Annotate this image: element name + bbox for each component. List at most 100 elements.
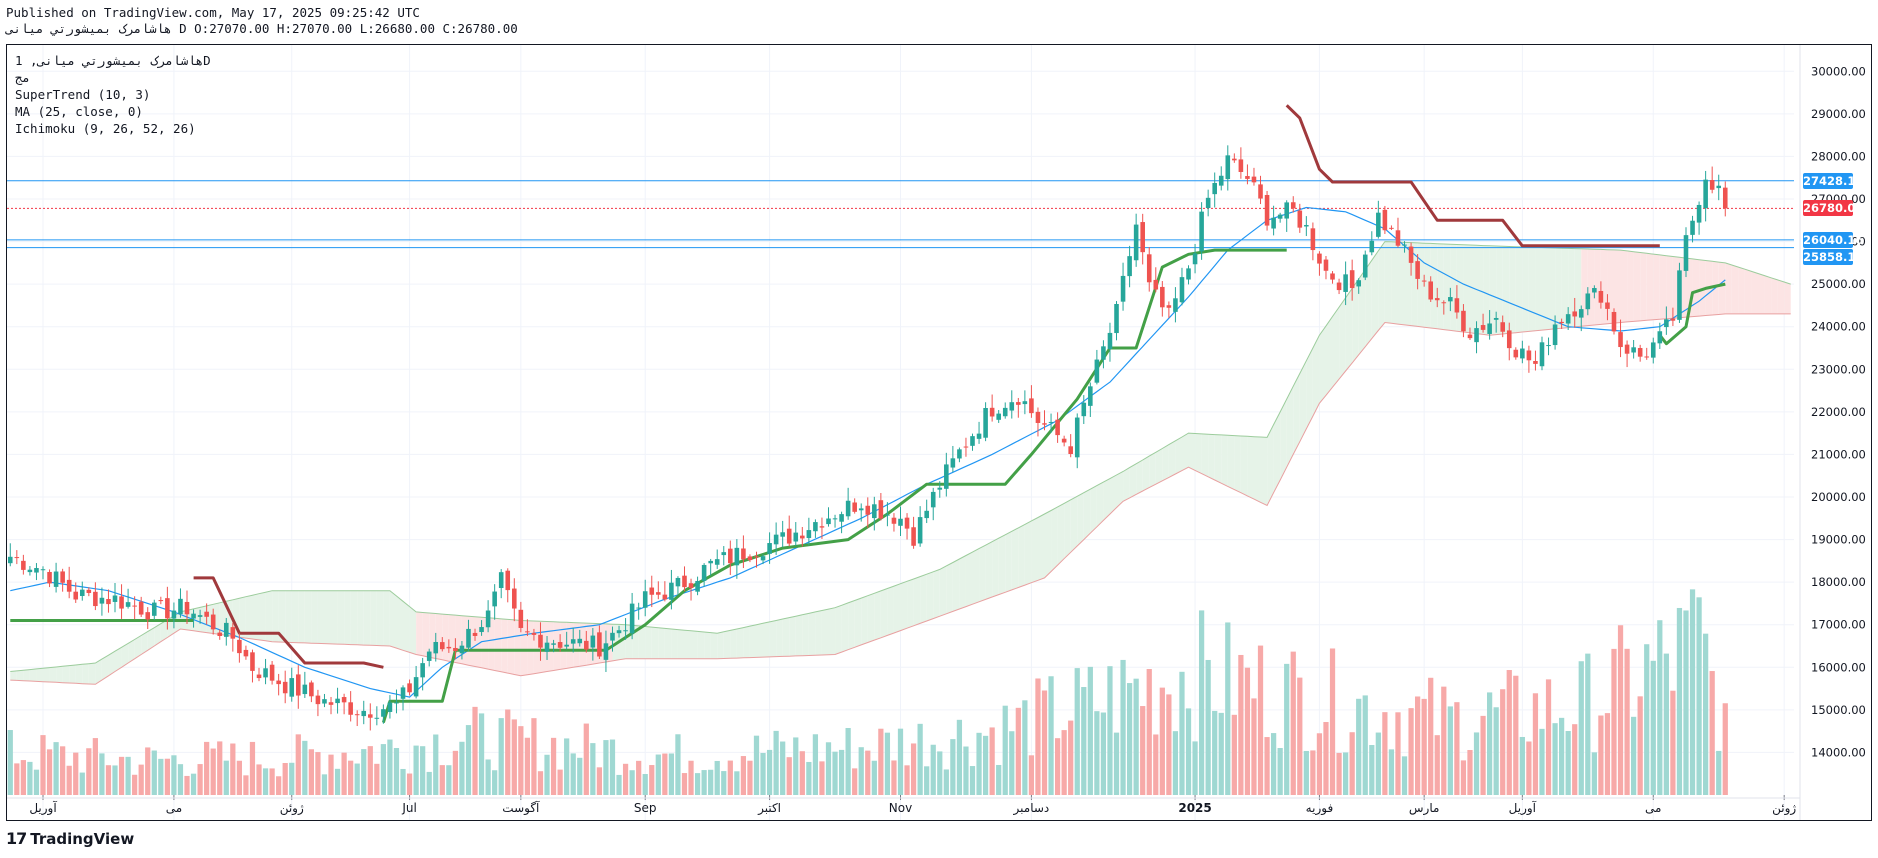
cloud-segment bbox=[1378, 241, 1385, 331]
indicator-ichimoku[interactable]: Ichimoku (9, 26, 52, 26) bbox=[15, 121, 196, 136]
candle-body bbox=[1408, 246, 1414, 263]
candle-body bbox=[970, 436, 975, 446]
volume-bar bbox=[884, 732, 891, 795]
volume-bar bbox=[1631, 716, 1637, 795]
volume-bar bbox=[1153, 734, 1159, 795]
volume-bar bbox=[550, 737, 557, 795]
cloud-segment bbox=[370, 590, 377, 646]
tradingview-logo[interactable]: 17 TradingView bbox=[6, 829, 134, 848]
candle-body bbox=[1173, 298, 1178, 312]
volume-bar bbox=[1172, 731, 1179, 795]
indicator-supertrend[interactable]: SuperTrend (10, 3) bbox=[15, 87, 151, 102]
volume-bar bbox=[1676, 607, 1683, 795]
candle-body bbox=[682, 575, 687, 588]
cloud-segment bbox=[488, 617, 495, 671]
volume-bar bbox=[1552, 723, 1558, 795]
candle-body bbox=[1166, 305, 1172, 308]
cloud-segment bbox=[304, 590, 312, 644]
supertrend-up-line bbox=[381, 248, 1287, 724]
cloud-segment bbox=[501, 618, 508, 674]
cloud-segment bbox=[763, 621, 770, 658]
indicator-ma[interactable]: MA (25, close, 0) bbox=[15, 104, 143, 119]
candle-body bbox=[1061, 438, 1067, 443]
volume-bar bbox=[1277, 748, 1283, 795]
volume-bar bbox=[766, 749, 773, 795]
candle-body bbox=[1199, 211, 1204, 252]
cloud-segment bbox=[586, 623, 593, 666]
cloud-segment bbox=[736, 627, 744, 659]
cloud-segment bbox=[344, 590, 351, 645]
cloud-segment bbox=[1011, 527, 1019, 590]
tradingview-brand: TradingView bbox=[30, 829, 135, 848]
published-line: Published on TradingView.com, May 17, 20… bbox=[6, 5, 420, 20]
cloud-segment bbox=[416, 611, 423, 656]
cloud-segment bbox=[1483, 245, 1490, 336]
cloud-segment bbox=[1280, 399, 1287, 480]
cloud-segment bbox=[1234, 435, 1241, 493]
cloud-segment bbox=[1227, 435, 1235, 490]
volume-bar bbox=[1709, 671, 1715, 795]
candle-body bbox=[786, 528, 792, 544]
volume-bar bbox=[701, 770, 707, 795]
volume-bar bbox=[1578, 661, 1584, 795]
candle-body bbox=[636, 607, 641, 609]
cloud-segment bbox=[1339, 297, 1346, 380]
volume-bar bbox=[753, 735, 760, 795]
candle-body bbox=[1205, 197, 1211, 209]
candle-body bbox=[1022, 401, 1028, 405]
candle-body bbox=[1055, 419, 1060, 436]
cloud-segment bbox=[776, 619, 783, 657]
cloud-segment bbox=[658, 627, 665, 659]
volume-bar bbox=[1414, 696, 1421, 795]
volume-bar bbox=[1342, 752, 1349, 795]
volume-bar bbox=[1028, 755, 1035, 795]
cloud-segment bbox=[1771, 277, 1778, 314]
candle-body bbox=[989, 407, 995, 417]
candle-body bbox=[904, 517, 910, 529]
volume-bar bbox=[1559, 717, 1565, 795]
cloud-segment bbox=[56, 666, 63, 683]
volume-bar bbox=[1513, 675, 1519, 795]
chart-frame[interactable] bbox=[6, 44, 1872, 821]
cloud-segment bbox=[1574, 248, 1582, 327]
cloud-segment bbox=[298, 590, 305, 643]
candle-body bbox=[551, 643, 556, 645]
candle-body bbox=[1349, 270, 1355, 289]
cloud-segment bbox=[1751, 271, 1758, 314]
candle-body bbox=[1480, 325, 1486, 330]
cloud-segment bbox=[1600, 249, 1608, 325]
volume-bar bbox=[1126, 683, 1133, 795]
supertrend-lines bbox=[10, 104, 1726, 724]
volume-bar bbox=[341, 752, 347, 795]
cloud-segment bbox=[1502, 246, 1510, 334]
candle-body bbox=[361, 710, 367, 717]
cloud-segment bbox=[1757, 273, 1765, 314]
volume-bar bbox=[20, 760, 26, 795]
volume-bar bbox=[603, 740, 609, 795]
volume-bar bbox=[655, 754, 661, 795]
cloud-segment bbox=[1201, 433, 1209, 477]
cloud-segment bbox=[874, 590, 881, 641]
cloud-segment bbox=[952, 558, 960, 612]
cloud-segment bbox=[331, 590, 338, 645]
volume-bar bbox=[1225, 622, 1231, 795]
candle-body bbox=[1461, 310, 1466, 332]
candle-body bbox=[1120, 275, 1126, 302]
x-tick-label: Jul bbox=[401, 801, 416, 815]
cloud-segment bbox=[520, 620, 528, 676]
volume-bar bbox=[1604, 713, 1611, 795]
cloud-segment bbox=[1090, 485, 1097, 534]
volume-bar bbox=[1434, 735, 1440, 795]
cloud-segment bbox=[1541, 247, 1549, 331]
candle-body bbox=[1146, 254, 1152, 283]
volume-bar bbox=[1408, 708, 1414, 795]
volume-bar bbox=[511, 719, 517, 795]
cloud-segment bbox=[1195, 433, 1202, 474]
candle-body bbox=[1402, 244, 1407, 246]
volume-bar bbox=[773, 730, 779, 795]
volume-bar bbox=[917, 723, 923, 795]
candle-body bbox=[760, 556, 766, 561]
volume-bar bbox=[204, 741, 210, 795]
grid-lines bbox=[7, 45, 1794, 820]
